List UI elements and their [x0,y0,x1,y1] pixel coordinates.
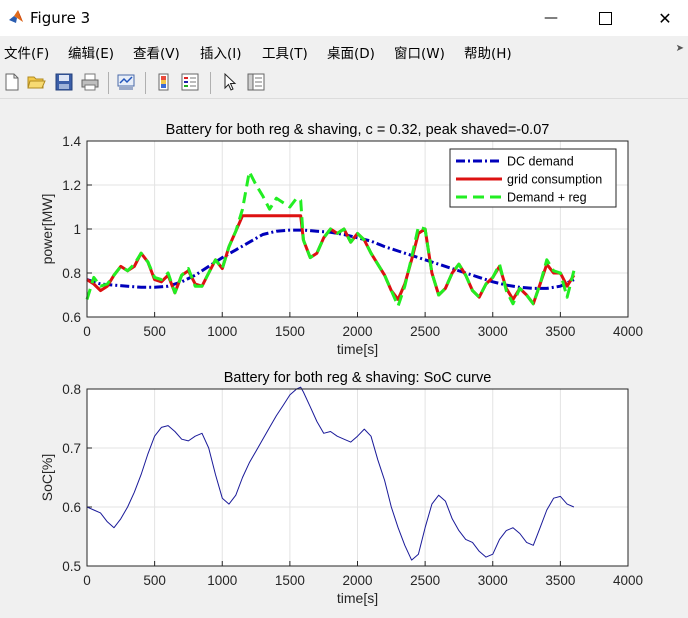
chart-title: Battery for both reg & shaving: SoC curv… [224,370,492,386]
legend-entry: grid consumption [507,173,602,187]
y-tick-label: 0.7 [62,441,81,456]
y-tick-label: 1.2 [62,178,81,193]
menu-file[interactable]: 文件(F) [4,46,50,62]
x-tick-label: 2000 [342,324,372,339]
y-tick-label: 0.8 [62,266,81,281]
menu-bar: 文件(F) 编辑(E) 查看(V) 插入(I) 工具(T) 桌面(D) 窗口(W… [0,38,688,62]
x-tick-label: 4000 [613,324,643,339]
y-tick-label: 0.5 [62,559,81,574]
y-axis-label: SoC[%] [39,454,55,501]
x-tick-label: 3500 [545,324,575,339]
print-icon[interactable] [80,72,100,92]
y-tick-label: 1.4 [62,134,81,149]
menu-view[interactable]: 查看(V) [133,46,180,62]
soc-curve-line [86,386,575,561]
menu-help[interactable]: 帮助(H) [464,46,512,62]
save-icon[interactable] [54,72,74,92]
matlab-logo-icon [9,10,23,23]
x-tick-label: 500 [143,573,166,588]
x-tick-label: 2000 [342,573,372,588]
x-tick-label: 2500 [410,324,440,339]
y-axis-label: power[MW] [39,194,55,265]
pointer-icon[interactable] [220,72,240,92]
figure-canvas: 0 500 1000 1500 2000 2500 3000 3500 4000 0.6 0.8 1 1… [0,99,688,618]
window-title: Figure 3 [30,9,91,27]
minimize-button[interactable]: — [528,0,574,36]
toolbar-separator [145,72,146,94]
x-tick-label: 3500 [545,573,575,588]
close-button[interactable]: ✕ [642,0,688,36]
axes-frame [86,140,629,318]
open-file-icon[interactable] [26,72,46,92]
x-tick-label: 1000 [207,573,237,588]
new-figure-icon[interactable] [2,72,22,92]
menu-tools[interactable]: 工具(T) [262,46,308,62]
y-tick-label: 0.6 [62,500,81,515]
x-tick-label: 2500 [410,573,440,588]
menu-window[interactable]: 窗口(W) [394,46,445,62]
dock-arrow-icon[interactable]: ➤ [675,43,684,54]
x-tick-label: 1000 [207,324,237,339]
y-tick-label: 0.8 [62,382,81,397]
dc-demand-line [86,228,575,290]
x-tick-label: 1500 [275,324,305,339]
title-bar: Figure 3 — ✕ [0,0,688,36]
figure-plots: 0 500 1000 1500 2000 2500 3000 3500 4000 0.6 0.8 1 1… [39,122,643,606]
close-icon: ✕ [658,8,672,28]
x-axis-label: time[s] [337,590,378,606]
x-tick-label: 3000 [478,324,508,339]
legend-entry: Demand + reg [507,191,587,205]
maximize-icon [598,11,612,25]
toolbar-separator [210,72,211,94]
y-tick-label: 0.6 [62,310,81,325]
insert-legend-icon[interactable] [180,72,200,92]
x-tick-label: 0 [83,573,91,588]
figure-toolbar [0,66,688,99]
axes-frame [86,388,629,567]
menu-insert[interactable]: 插入(I) [200,46,242,62]
menu-edit[interactable]: 编辑(E) [68,46,115,62]
link-plot-icon[interactable] [116,72,136,92]
x-tick-label: 4000 [613,573,643,588]
menu-desktop[interactable]: 桌面(D) [327,46,375,62]
maximize-button[interactable] [582,0,628,36]
chart-title: Battery for both reg & shaving, c = 0.32… [166,122,550,138]
minimize-icon: — [544,10,558,26]
property-inspector-icon[interactable] [246,72,266,92]
x-tick-label: 0 [83,324,91,339]
x-axis-label: time[s] [337,341,378,357]
demand-reg-line [85,170,576,308]
x-tick-label: 500 [143,324,166,339]
toolbar-separator [108,72,109,94]
legend-entry: DC demand [507,155,574,169]
x-tick-label: 1500 [275,573,305,588]
x-tick-label: 3000 [478,573,508,588]
y-tick-label: 1 [73,222,81,237]
insert-colorbar-icon[interactable] [154,72,174,92]
